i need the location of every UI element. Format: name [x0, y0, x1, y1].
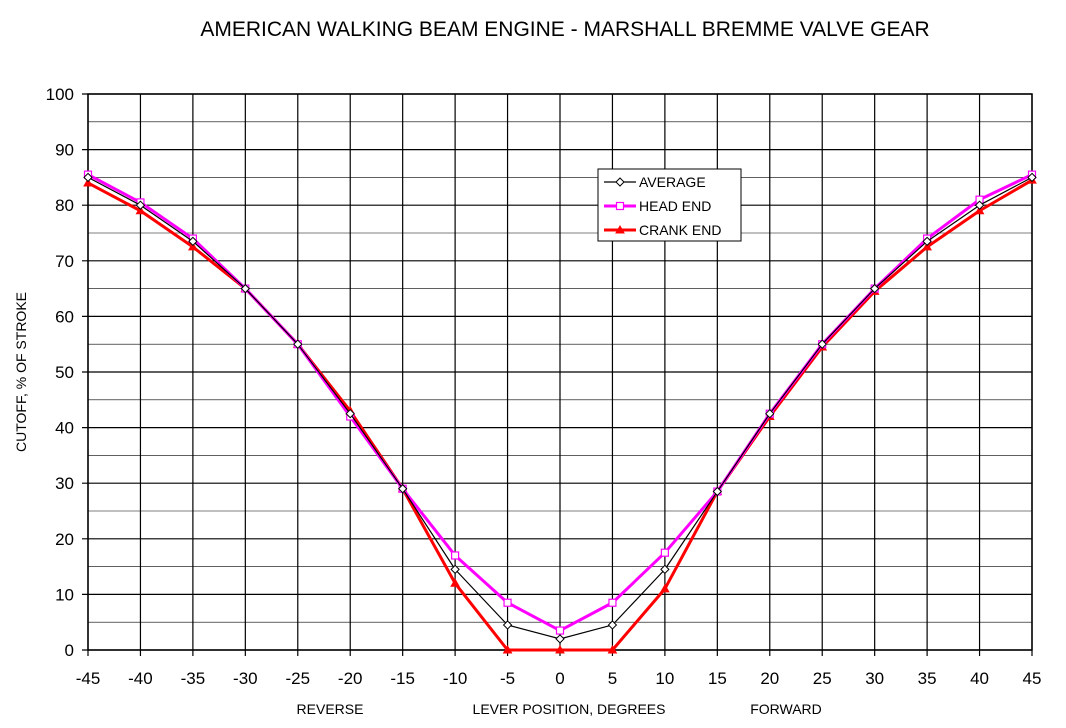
data-point — [607, 620, 618, 630]
y-tick-label: 80 — [55, 196, 74, 215]
x-tick-label: -10 — [443, 669, 468, 688]
data-point — [974, 205, 985, 215]
x-tick-label: 30 — [865, 669, 884, 688]
x-axis-label-reverse: REVERSE — [297, 701, 364, 717]
data-point — [502, 620, 513, 630]
data-point — [660, 564, 670, 575]
legend-marker — [615, 177, 625, 187]
legend-marker — [615, 201, 625, 211]
x-tick-label: 10 — [655, 669, 674, 688]
data-point — [555, 644, 565, 654]
data-point — [450, 564, 460, 575]
x-tick-label: 25 — [813, 669, 832, 688]
y-tick-label: 70 — [55, 252, 74, 271]
x-tick-label: 45 — [1023, 669, 1042, 688]
data-point — [135, 200, 146, 210]
data-point — [345, 408, 355, 419]
x-tick-label: -35 — [181, 669, 206, 688]
data-point — [502, 644, 513, 654]
data-point — [293, 339, 303, 349]
legend: AVERAGE HEAD END CRANK END — [597, 168, 742, 242]
x-axis-label: LEVER POSITION, DEGREES — [473, 701, 666, 717]
x-tick-label: 5 — [608, 669, 617, 688]
x-tick-label: 0 — [555, 669, 564, 688]
legend-marker — [615, 224, 625, 234]
y-tick-label: 50 — [55, 363, 74, 382]
data-point — [451, 551, 460, 560]
data-point — [135, 205, 146, 215]
data-point — [660, 583, 670, 593]
chart-title: AMERICAN WALKING BEAM ENGINE - MARSHALL … — [200, 18, 930, 41]
data-point — [450, 578, 460, 587]
series-average — [83, 172, 1037, 644]
x-tick-label: -30 — [233, 669, 258, 688]
legend-label: CRANK END — [639, 222, 721, 238]
series-group — [83, 170, 1037, 654]
data-point — [974, 200, 985, 210]
data-point — [240, 283, 251, 294]
y-tick-label: 10 — [55, 585, 74, 604]
legend-entry: CRANK END — [604, 222, 721, 238]
data-point — [1027, 172, 1037, 183]
x-tick-label: 20 — [760, 669, 779, 688]
x-tick-label: -45 — [76, 669, 101, 688]
x-axis-ticks: -45 -40 -35 -30 -25 -20 -15 -10 -5 0 5 10 15 20 25 30 35… — [76, 669, 1042, 688]
y-axis-label: CUTOFF, % OF STROKE — [13, 292, 29, 452]
x-axis-label-forward: FORWARD — [750, 701, 822, 717]
data-point — [397, 484, 408, 494]
data-point — [712, 486, 723, 497]
data-point — [869, 283, 880, 294]
grid — [82, 93, 1033, 656]
data-point — [660, 548, 669, 557]
y-tick-label: 0 — [65, 641, 74, 660]
y-tick-label: 30 — [55, 474, 74, 493]
data-point — [83, 172, 93, 183]
y-tick-label: 100 — [46, 85, 74, 104]
data-point — [817, 339, 827, 349]
data-point — [922, 241, 932, 251]
data-point — [83, 177, 93, 187]
x-tick-label: 40 — [970, 669, 989, 688]
data-point — [555, 634, 565, 644]
x-tick-label: 15 — [708, 669, 727, 688]
y-tick-label: 20 — [55, 530, 74, 549]
data-point — [607, 644, 618, 654]
legend-label: AVERAGE — [639, 174, 706, 190]
data-point — [188, 236, 198, 247]
x-tick-label: -15 — [390, 669, 415, 688]
data-point — [555, 626, 565, 635]
y-tick-label: 40 — [55, 419, 74, 438]
x-tick-label: -25 — [285, 669, 310, 688]
legend-label: HEAD END — [639, 198, 711, 214]
x-tick-label: 35 — [918, 669, 937, 688]
x-tick-label: -20 — [338, 669, 363, 688]
y-tick-label: 60 — [55, 307, 74, 326]
data-point — [188, 241, 198, 251]
legend-entry: HEAD END — [604, 198, 711, 214]
legend-entry: AVERAGE — [604, 174, 706, 190]
data-point — [765, 408, 775, 419]
y-axis-ticks: 0 10 20 30 40 50 60 70 80 90 100 — [46, 85, 74, 660]
data-point — [503, 598, 512, 607]
y-tick-label: 90 — [55, 141, 74, 160]
data-point — [922, 236, 932, 247]
data-point — [608, 598, 617, 607]
x-tick-label: -40 — [128, 669, 153, 688]
x-tick-label: -5 — [500, 669, 515, 688]
